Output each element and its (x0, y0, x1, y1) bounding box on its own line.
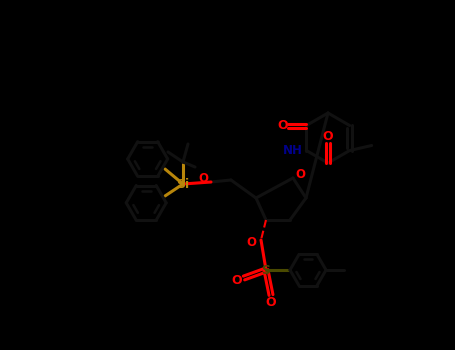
Text: O: O (198, 172, 208, 184)
Text: O: O (246, 236, 256, 248)
Text: O: O (277, 119, 288, 132)
Text: NH: NH (283, 144, 302, 157)
Text: O: O (323, 131, 334, 144)
Text: O: O (295, 168, 305, 181)
Text: S: S (262, 264, 271, 276)
Text: O: O (232, 273, 243, 287)
Text: O: O (266, 295, 276, 308)
Text: Si: Si (177, 177, 190, 190)
